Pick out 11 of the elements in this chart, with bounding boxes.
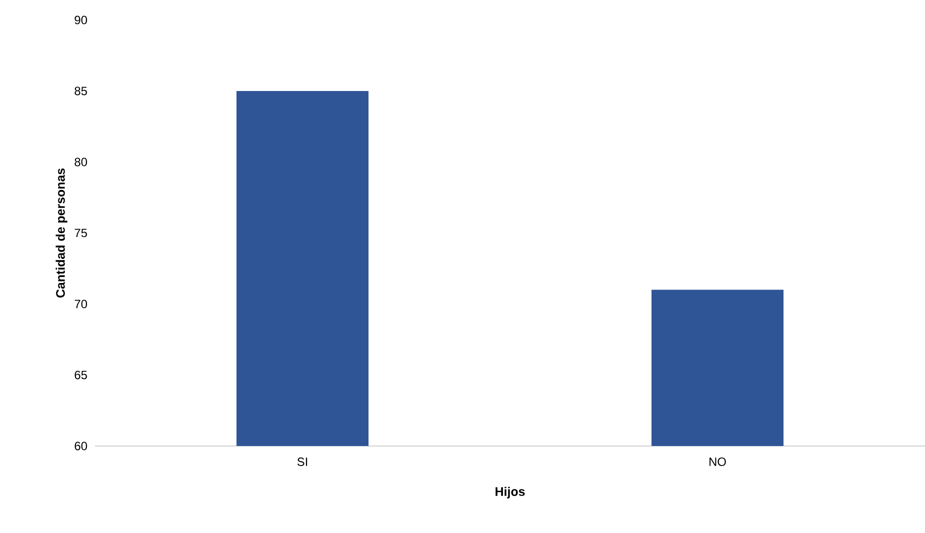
x-tick-label: NO: [710, 458, 726, 466]
y-tick-label: 60: [74, 442, 88, 450]
x-axis-title: Hijos: [496, 486, 525, 498]
y-axis-title: Cantidad de personas: [56, 168, 68, 298]
x-tick-label: SI: [297, 458, 308, 466]
y-tick-label: 90: [74, 16, 88, 24]
y-tick-label: 70: [74, 300, 88, 308]
y-tick-label: 85: [74, 86, 87, 96]
y-tick-label: 65: [74, 370, 87, 380]
y-tick-label: 75: [74, 228, 87, 238]
y-tick-label: 80: [74, 158, 88, 166]
